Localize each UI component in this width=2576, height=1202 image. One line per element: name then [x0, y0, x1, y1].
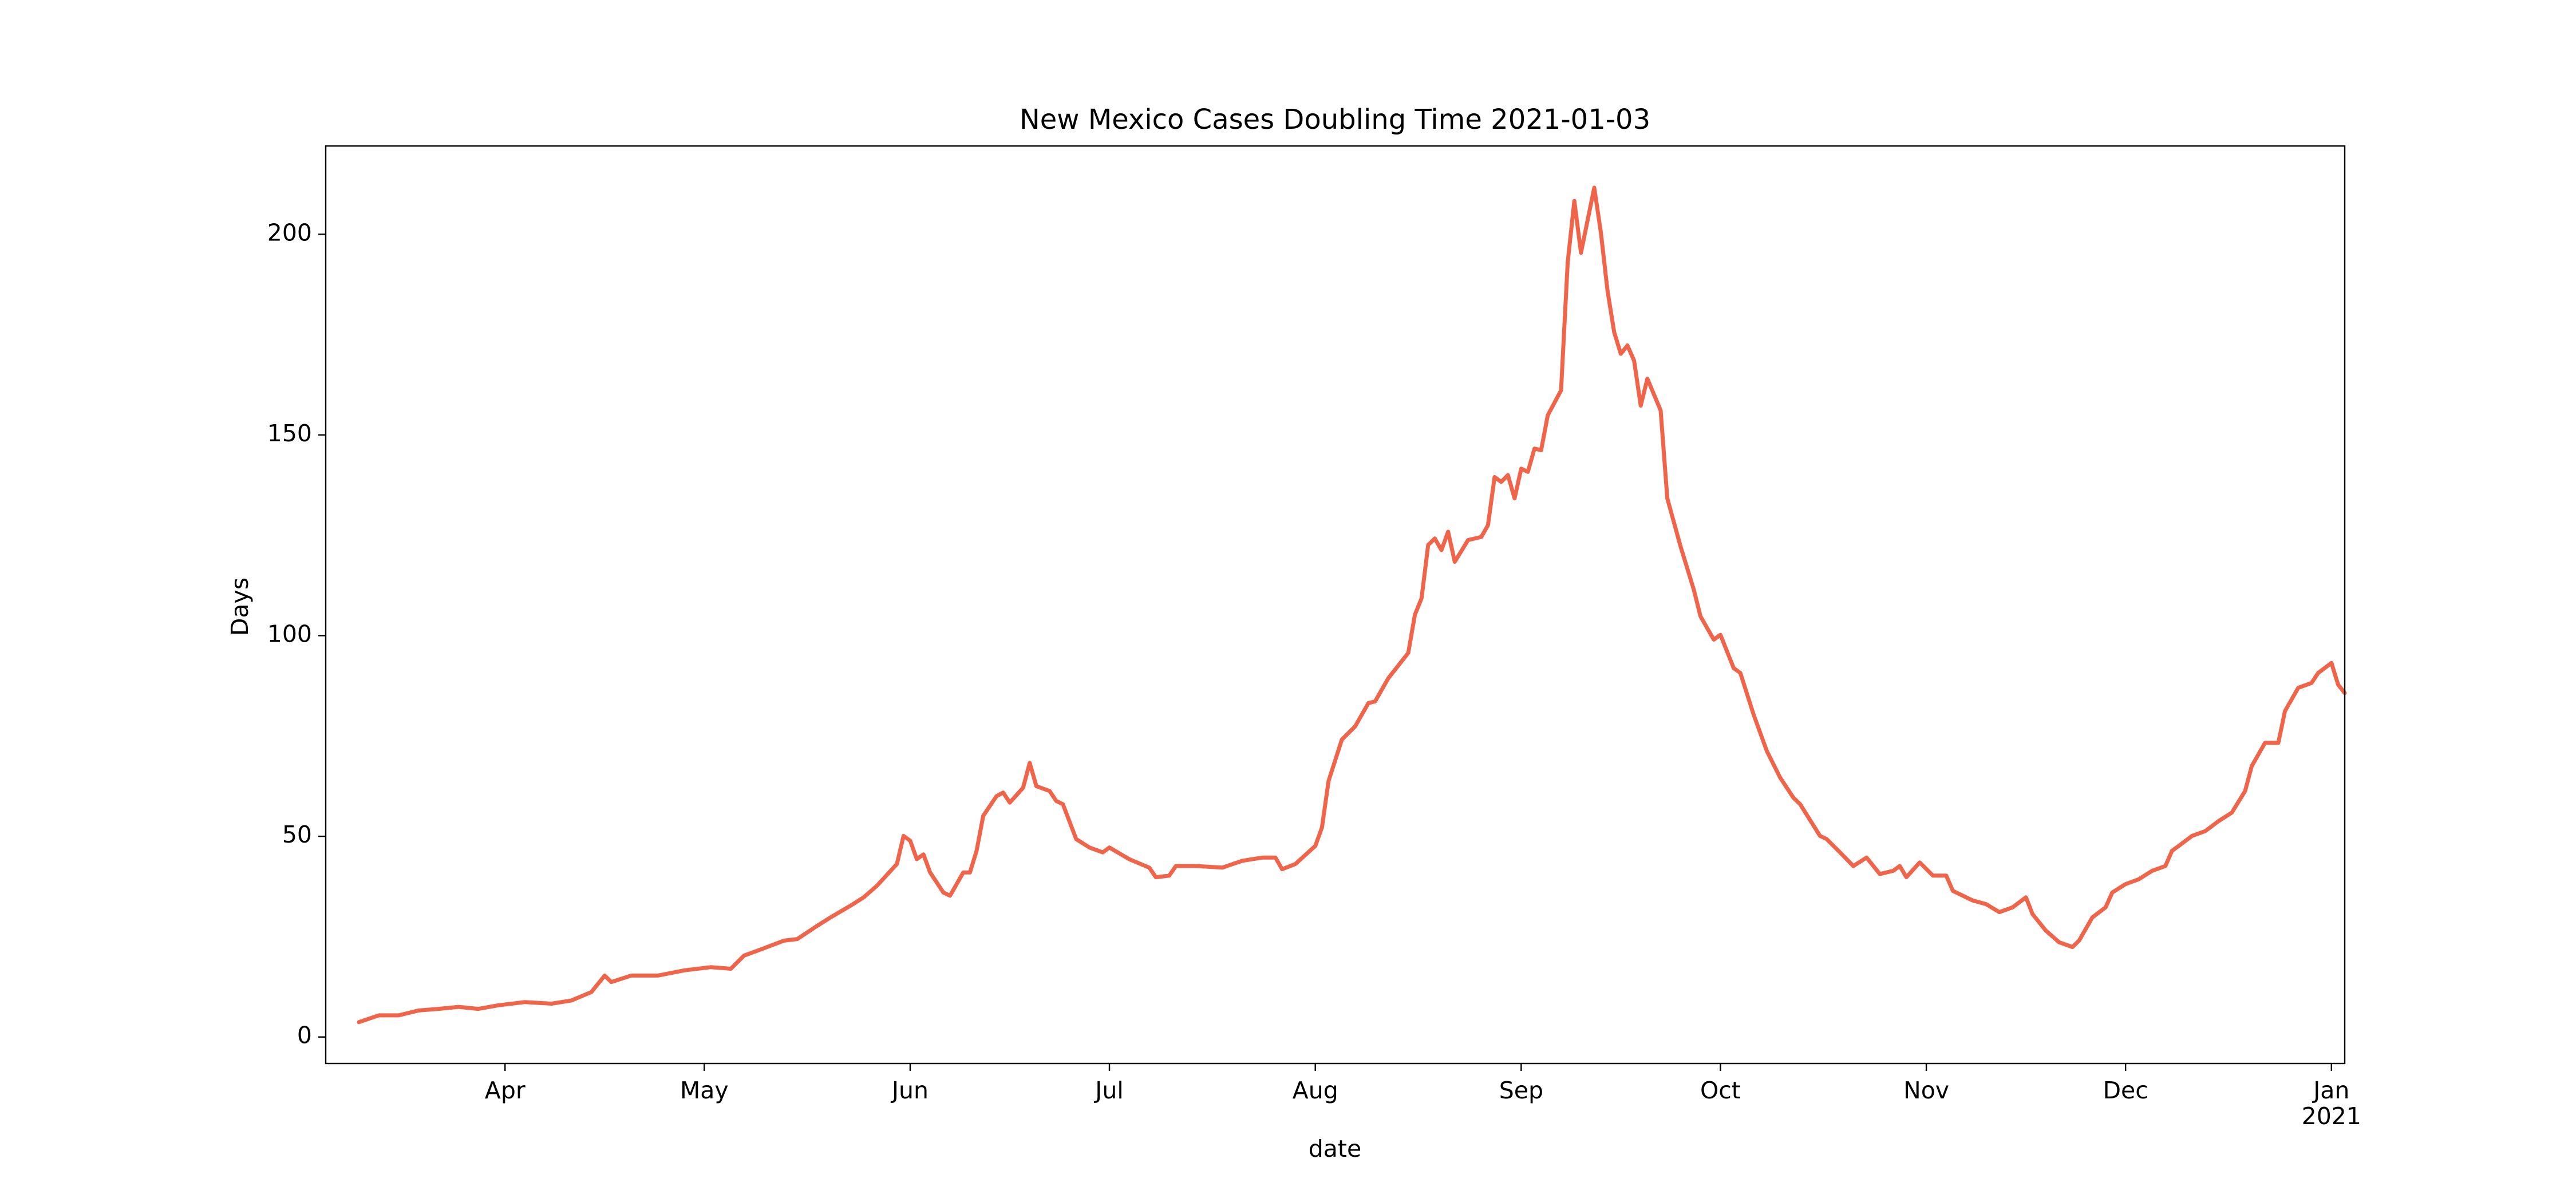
x-tick-label: Apr [485, 1077, 526, 1104]
x-tick-label: Jul [1093, 1077, 1123, 1104]
x-tick-label: Oct [1700, 1077, 1741, 1104]
x-tick-label: Jan 2021 [2302, 1077, 2361, 1130]
x-tick-label: Dec [2103, 1077, 2148, 1104]
y-tick-label: 0 [297, 1022, 312, 1049]
x-tick-label: May [680, 1077, 729, 1104]
x-tick-label: Sep [1499, 1077, 1543, 1104]
x-tick-label: Aug [1293, 1077, 1338, 1104]
y-tick-label: 200 [267, 219, 312, 246]
x-tick-label: Nov [1903, 1077, 1949, 1104]
chart-title: New Mexico Cases Doubling Time 2021-01-0… [1020, 104, 1650, 136]
y-tick-label: 50 [282, 821, 312, 848]
x-axis-label: date [1309, 1135, 1361, 1163]
y-tick-label: 100 [267, 620, 312, 647]
y-tick-label: 150 [267, 420, 312, 447]
x-tick-label: Jun [890, 1077, 929, 1104]
data-line [357, 185, 2347, 1025]
plot-frame [325, 145, 2346, 1065]
y-axis-label: Days [226, 578, 254, 636]
